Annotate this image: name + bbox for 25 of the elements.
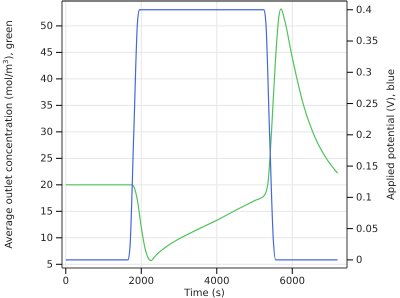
y-tick-label: 40 xyxy=(40,74,53,86)
y2-tick-label: 0.1 xyxy=(356,192,372,204)
y2-tick-label: 0.25 xyxy=(356,98,378,110)
y-tick-label: 45 xyxy=(40,48,53,59)
y2-tick-label: 0.35 xyxy=(356,36,378,48)
y2-tick-label: 0.2 xyxy=(356,130,372,142)
x-tick-label: 2000 xyxy=(128,276,154,288)
y-tick-label: 50 xyxy=(40,21,53,32)
y-tick-label: 10 xyxy=(40,233,53,244)
x-tick-label: 6000 xyxy=(280,276,305,288)
x-tick-label: 0 xyxy=(62,276,69,288)
y-tick-label: 25 xyxy=(40,154,53,165)
y2-tick-label: 0 xyxy=(356,255,362,266)
y-tick-label: 5 xyxy=(46,259,53,270)
y2-axis-title: Applied potential (V), blue xyxy=(386,68,397,200)
y2-tick-label: 0.15 xyxy=(356,161,378,172)
x-tick-label: 4000 xyxy=(204,276,230,288)
y2-tick-label: 0.05 xyxy=(356,224,378,235)
y2-tick-label: 0.3 xyxy=(356,67,372,78)
x-axis-title: Time (s) xyxy=(183,288,225,298)
y-tick-label: 30 xyxy=(40,127,53,138)
y-tick-label: 20 xyxy=(40,180,53,192)
y-tick-label: 35 xyxy=(40,100,53,112)
y-tick-label: 15 xyxy=(40,206,53,218)
y2-tick-label: 0.4 xyxy=(356,4,372,16)
